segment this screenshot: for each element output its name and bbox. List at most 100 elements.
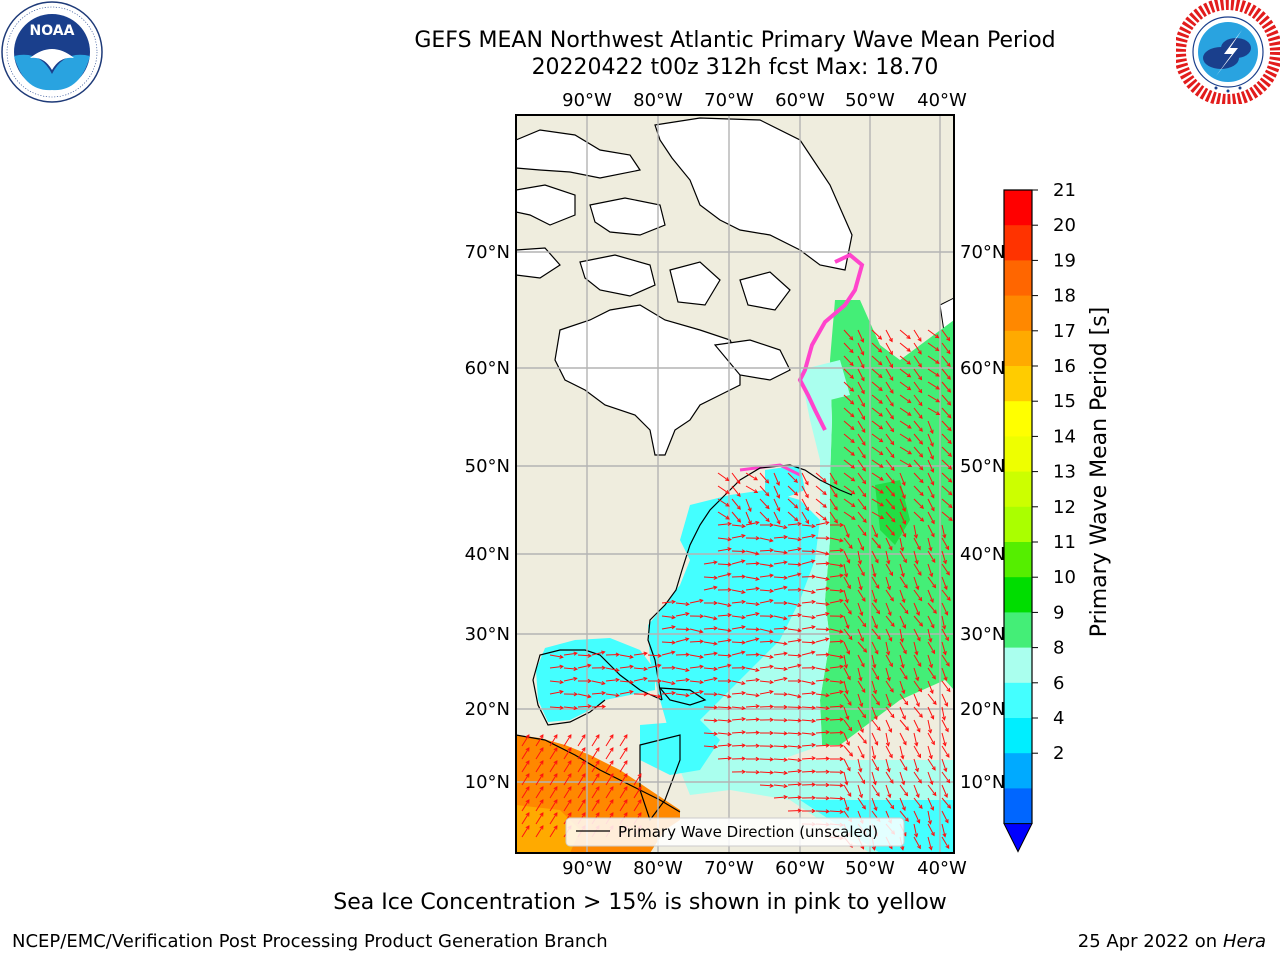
colorbar: 21 20 19 18 17 16 15 14 13 12 11 10 9 8 6 4 2	[1003, 180, 1076, 853]
wave-direction-arrowhead	[918, 388, 923, 394]
wave-direction-arrowhead	[741, 650, 746, 655]
wave-direction-arrowhead	[637, 773, 642, 778]
wave-direction-arrow	[563, 786, 572, 799]
wave-direction-arrowhead	[942, 625, 947, 630]
wave-direction-arrow	[619, 734, 628, 747]
wave-direction-arrowhead	[769, 629, 774, 634]
wave-direction-arrowhead	[919, 517, 925, 522]
wave-direction-arrowhead	[811, 665, 817, 670]
wave-direction-arrowhead	[525, 760, 530, 765]
wave-direction-arrowhead	[903, 766, 908, 771]
wave-direction-arrowhead	[811, 769, 817, 774]
wave-direction-arrow	[619, 654, 633, 658]
wave-direction-arrow	[871, 745, 876, 759]
wave-direction-arrowhead	[876, 544, 882, 549]
wave-direction-arrow	[871, 498, 884, 507]
wave-direction-arrow	[941, 446, 952, 457]
wave-direction-arrowhead	[623, 760, 628, 765]
wave-direction-arrow	[787, 783, 802, 786]
wave-direction-arrow	[843, 745, 853, 757]
wave-direction-arrow	[773, 641, 787, 645]
wave-direction-arrow	[941, 498, 953, 508]
wave-direction-arrowhead	[581, 812, 586, 817]
wave-direction-arrow	[773, 745, 788, 748]
wave-direction-arrow	[913, 329, 922, 342]
wave-direction-arrowhead	[713, 731, 719, 736]
wave-direction-arrow	[913, 433, 923, 445]
wave-direction-arrow	[857, 537, 864, 551]
wave-direction-arrowhead	[839, 538, 844, 543]
wave-direction-arrowhead	[615, 677, 620, 683]
wave-direction-arrowhead	[943, 767, 948, 773]
wave-direction-arrow	[927, 329, 939, 339]
wave-direction-arrowhead	[755, 730, 761, 735]
wave-direction-arrow	[913, 511, 924, 522]
wave-direction-arrow	[801, 626, 815, 630]
wave-direction-arrow	[633, 799, 642, 812]
wave-direction-arrow	[843, 667, 851, 680]
wave-direction-arrowhead	[713, 575, 719, 580]
wave-direction-arrow	[759, 680, 773, 683]
wave-direction-arrowhead	[928, 846, 933, 851]
wave-direction-arrow	[899, 810, 909, 822]
wave-direction-arrowhead	[930, 715, 935, 720]
wave-direction-arrow	[885, 628, 892, 642]
wave-direction-arrow	[871, 329, 882, 340]
wave-direction-arrow	[689, 640, 704, 643]
wave-direction-arrow	[717, 744, 732, 747]
wave-direction-arrow	[745, 576, 759, 580]
wave-direction-arrowhead	[947, 426, 952, 432]
wave-direction-arrow	[773, 485, 780, 499]
wave-direction-arrow	[857, 797, 866, 810]
wave-direction-arrow	[927, 615, 935, 628]
wave-direction-arrowhead	[783, 692, 789, 697]
wave-direction-arrow	[927, 654, 933, 668]
wave-direction-arrowhead	[637, 812, 642, 817]
wave-direction-arrow	[661, 680, 675, 685]
wave-direction-arrowhead	[581, 760, 586, 765]
wave-direction-arrowhead	[727, 731, 732, 737]
wave-direction-arrowhead	[858, 768, 863, 773]
wave-direction-arrowhead	[846, 559, 851, 564]
wave-direction-arrowhead	[861, 428, 866, 433]
wave-direction-arrowhead	[736, 479, 741, 485]
wave-direction-arrow	[913, 615, 923, 627]
wave-direction-arrowhead	[932, 700, 937, 706]
wave-direction-arrowhead	[822, 503, 827, 508]
wave-direction-arrowhead	[872, 780, 877, 786]
wave-direction-arrow	[829, 511, 838, 524]
wave-direction-arrow	[787, 498, 798, 509]
wave-direction-arrowhead	[919, 466, 924, 471]
wave-direction-arrow	[591, 773, 600, 786]
wave-direction-arrowhead	[839, 639, 845, 644]
wave-direction-arrow	[591, 680, 605, 685]
wave-direction-arrow	[661, 641, 676, 644]
noaa-logo: NOAA	[1, 1, 103, 103]
wave-direction-arrow	[899, 407, 912, 416]
wave-direction-arrow	[577, 747, 586, 760]
wave-direction-arrow	[941, 550, 947, 564]
wave-direction-arrowhead	[942, 833, 947, 838]
wave-direction-arrowhead	[915, 585, 920, 591]
wave-direction-arrowhead	[928, 547, 933, 552]
wave-direction-arrow	[577, 654, 592, 657]
wave-direction-arrowhead	[874, 650, 879, 655]
wave-direction-arrow	[913, 719, 921, 732]
map-title: GEFS MEAN Northwest Atlantic Primary Wav…	[414, 28, 1056, 53]
wave-direction-arrowhead	[929, 429, 934, 435]
wave-direction-arrowhead	[609, 799, 614, 804]
wave-direction-arrowhead	[825, 730, 831, 735]
wave-direction-arrowhead	[783, 666, 789, 671]
wave-direction-arrowhead	[699, 690, 704, 695]
wave-direction-arrow	[549, 812, 558, 825]
wave-direction-arrow	[773, 550, 787, 554]
wave-direction-arrowhead	[783, 757, 789, 762]
wave-direction-arrow	[941, 771, 951, 783]
wave-direction-arrow	[745, 511, 752, 525]
arctic-islands	[516, 117, 853, 456]
wave-direction-arrow	[927, 823, 935, 836]
wave-direction-arrowhead	[736, 518, 742, 523]
wave-direction-arrow	[731, 744, 746, 747]
wave-direction-arrow	[675, 667, 689, 671]
wave-direction-arrow	[885, 433, 895, 445]
